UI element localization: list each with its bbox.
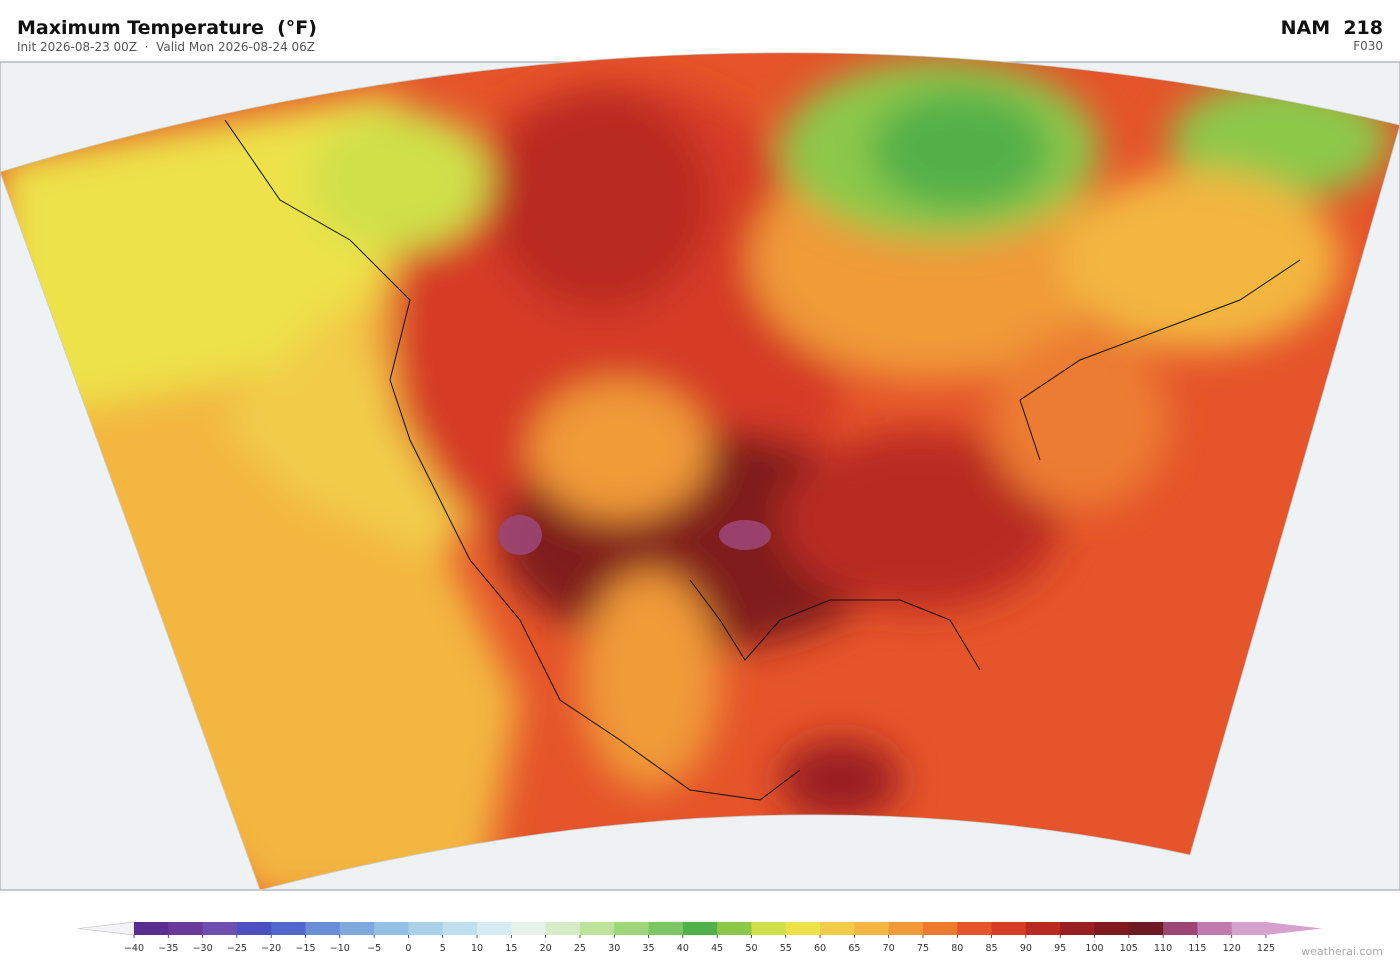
colorbar-tick-label: 90 bbox=[1020, 943, 1032, 954]
coastline bbox=[224, 119, 1301, 801]
colorbar-bin bbox=[545, 922, 581, 935]
colorbar-bin bbox=[922, 922, 958, 935]
colorbar-tick-label: 5 bbox=[440, 943, 446, 954]
colorbar-bin bbox=[442, 922, 478, 935]
colorbar-bin bbox=[957, 922, 992, 935]
colorbar-tick-label: 125 bbox=[1257, 943, 1275, 954]
colorbar-tick-label: −15 bbox=[295, 943, 315, 954]
colorbar-tick-label: 105 bbox=[1120, 943, 1138, 954]
colorbar-bin bbox=[477, 922, 512, 935]
colorbar-bin bbox=[614, 922, 649, 935]
colorbar-tick-label: 100 bbox=[1085, 943, 1103, 954]
colorbar-tick-label: 10 bbox=[471, 943, 483, 954]
colorbar-bin bbox=[1231, 922, 1267, 935]
colorbar-tick-label: 65 bbox=[848, 943, 860, 954]
colorbar-tick-label: −40 bbox=[124, 943, 144, 954]
colorbar-bin bbox=[1025, 922, 1061, 935]
colorbar-tick-label: 120 bbox=[1223, 943, 1241, 954]
colorbar-bin bbox=[717, 922, 752, 935]
colorbar-tick-label: 55 bbox=[780, 943, 792, 954]
colorbar-bin bbox=[648, 922, 684, 935]
colorbar-bin bbox=[271, 922, 306, 935]
colorbar-tick-label: −10 bbox=[330, 943, 350, 954]
domain-outline bbox=[0, 52, 1400, 891]
colorbar: −40 −35 −30 −25 −20 −15 −10 −5 0 5 10 15 20 25 30 35 40 4… bbox=[77, 921, 1322, 954]
colorbar-tick-label: 45 bbox=[711, 943, 723, 954]
colorbar-tick-label: 25 bbox=[574, 943, 586, 954]
colorbar-bin bbox=[374, 922, 409, 935]
colorbar-bin bbox=[991, 922, 1027, 935]
colorbar-tick-label: 20 bbox=[540, 943, 552, 954]
colorbar-bin bbox=[305, 922, 341, 935]
colorbar-bin bbox=[888, 922, 924, 935]
colorbar-bin bbox=[339, 922, 375, 935]
colorbar-tick-label: 75 bbox=[917, 943, 929, 954]
colorbar-bin bbox=[134, 922, 169, 935]
map bbox=[0, 52, 1400, 891]
colorbar-tick-label: 115 bbox=[1188, 943, 1206, 954]
colorbar-bin bbox=[202, 922, 238, 935]
colorbar-bin bbox=[408, 922, 444, 935]
colorbar-bin bbox=[511, 922, 547, 935]
colorbar-tick-label: −35 bbox=[158, 943, 178, 954]
subtitle: Init 2026-08-23 00Z · Valid Mon 2026-08-… bbox=[17, 40, 315, 54]
colorbar-tick-label: 40 bbox=[677, 943, 689, 954]
colorbar-bin bbox=[854, 922, 890, 935]
colorbar-tick-label: −30 bbox=[193, 943, 213, 954]
colorbar-tick-label: 70 bbox=[883, 943, 895, 954]
colorbar-bin bbox=[1128, 922, 1164, 935]
colorbar-bin bbox=[751, 922, 787, 935]
colorbar-tick-label: 85 bbox=[986, 943, 998, 954]
colorbar-bin bbox=[1060, 922, 1095, 935]
colorbar-tick-label: 60 bbox=[814, 943, 826, 954]
colorbar-tick-label: 30 bbox=[608, 943, 620, 954]
colorbar-bin bbox=[236, 922, 272, 935]
colorbar-tick-label: −20 bbox=[261, 943, 281, 954]
colorbar-tick-label: −25 bbox=[227, 943, 247, 954]
colorbar-bin bbox=[168, 922, 204, 935]
colorbar-tick-label: 50 bbox=[745, 943, 757, 954]
temperature-field bbox=[0, 52, 1400, 890]
colorbar-tick-label: 0 bbox=[405, 943, 411, 954]
colorbar-bin bbox=[579, 922, 615, 935]
watermark: weatherai.com bbox=[1301, 945, 1383, 958]
colorbar-bin bbox=[785, 922, 821, 935]
colorbar-bin bbox=[1163, 922, 1198, 935]
colorbar-bin bbox=[682, 922, 718, 935]
colorbar-tick-label: 95 bbox=[1054, 943, 1066, 954]
colorbar-tick-label: 110 bbox=[1154, 943, 1172, 954]
model-name: NAM 218 bbox=[1281, 17, 1383, 39]
colorbar-tick-label: 35 bbox=[642, 943, 654, 954]
forecast-hour: F030 bbox=[1353, 39, 1383, 53]
colorbar-bin bbox=[1094, 922, 1130, 935]
colorbar-tick-label: 15 bbox=[505, 943, 517, 954]
title: Maximum Temperature (°F) bbox=[17, 17, 317, 39]
colorbar-tick-label: 80 bbox=[951, 943, 963, 954]
colorbar-extend-high bbox=[1266, 922, 1322, 935]
colorbar-tick-label: −5 bbox=[367, 943, 381, 954]
colorbar-bin bbox=[1197, 922, 1233, 935]
colorbar-bin bbox=[820, 922, 855, 935]
